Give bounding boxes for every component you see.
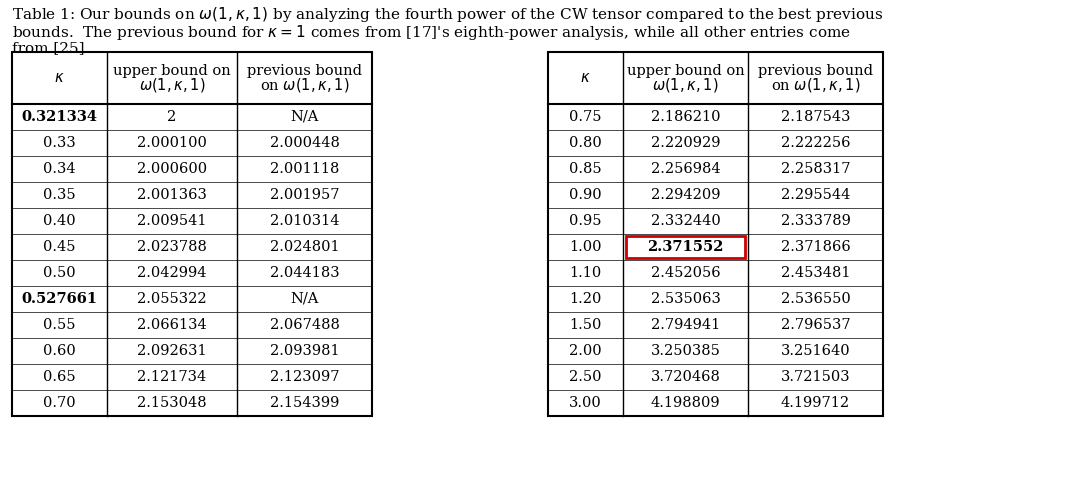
Text: 2.187543: 2.187543: [781, 110, 850, 124]
Text: 1.10: 1.10: [569, 266, 602, 280]
Bar: [548, 52, 883, 416]
Text: 0.33: 0.33: [43, 136, 76, 150]
Text: 2.453481: 2.453481: [781, 266, 850, 280]
Text: 0.321334: 0.321334: [22, 110, 97, 124]
Text: 2.50: 2.50: [569, 370, 602, 384]
Text: 0.55: 0.55: [43, 318, 76, 332]
Text: 2.042994: 2.042994: [137, 266, 206, 280]
Text: $\omega(1,\kappa,1)$: $\omega(1,\kappa,1)$: [652, 76, 719, 94]
Text: 2.295544: 2.295544: [781, 188, 850, 202]
Text: from [25].: from [25].: [12, 41, 90, 55]
Text: 2.371866: 2.371866: [781, 240, 850, 254]
Text: 2.121734: 2.121734: [137, 370, 206, 384]
Text: previous bound: previous bound: [247, 64, 362, 78]
Text: previous bound: previous bound: [758, 64, 873, 78]
Text: 2.535063: 2.535063: [650, 292, 720, 306]
Text: 0.85: 0.85: [569, 162, 602, 176]
Text: 0.50: 0.50: [43, 266, 76, 280]
Text: $\omega(1,\kappa,1)$: $\omega(1,\kappa,1)$: [138, 76, 205, 94]
Text: 2.092631: 2.092631: [137, 344, 206, 358]
Text: 2.093981: 2.093981: [270, 344, 339, 358]
Text: 2.256984: 2.256984: [650, 162, 720, 176]
Text: 2.294209: 2.294209: [651, 188, 720, 202]
Text: 2.067488: 2.067488: [270, 318, 339, 332]
Text: 4.199712: 4.199712: [781, 396, 850, 410]
Text: 2.066134: 2.066134: [137, 318, 207, 332]
Text: 2.001118: 2.001118: [270, 162, 339, 176]
Text: 2.010314: 2.010314: [270, 214, 339, 228]
Text: 0.75: 0.75: [569, 110, 602, 124]
Text: 3.720468: 3.720468: [650, 370, 720, 384]
Text: 0.80: 0.80: [569, 136, 602, 150]
Text: 2.001957: 2.001957: [270, 188, 339, 202]
Text: 2.000100: 2.000100: [137, 136, 207, 150]
Text: 2.536550: 2.536550: [781, 292, 850, 306]
Text: upper bound on: upper bound on: [113, 64, 231, 78]
Text: N/A: N/A: [291, 110, 319, 124]
Text: 2.222256: 2.222256: [781, 136, 850, 150]
Text: 3.721503: 3.721503: [781, 370, 850, 384]
Text: 4.198809: 4.198809: [650, 396, 720, 410]
Text: 2.00: 2.00: [569, 344, 602, 358]
Text: $\kappa$: $\kappa$: [580, 71, 591, 85]
Text: 2.186210: 2.186210: [651, 110, 720, 124]
Text: 0.65: 0.65: [43, 370, 76, 384]
Text: 2.371552: 2.371552: [647, 240, 724, 254]
Text: on $\omega(1,\kappa,1)$: on $\omega(1,\kappa,1)$: [771, 76, 861, 94]
Text: 2.332440: 2.332440: [650, 214, 720, 228]
Text: 2.044183: 2.044183: [270, 266, 339, 280]
Bar: [12, 52, 372, 416]
Text: 2.333789: 2.333789: [781, 214, 850, 228]
Text: 0.70: 0.70: [43, 396, 76, 410]
Text: on $\omega(1,\kappa,1)$: on $\omega(1,\kappa,1)$: [260, 76, 349, 94]
Text: 2.023788: 2.023788: [137, 240, 207, 254]
Text: 2.153048: 2.153048: [137, 396, 206, 410]
Text: 2.000600: 2.000600: [137, 162, 207, 176]
Text: 0.90: 0.90: [569, 188, 602, 202]
Text: 0.34: 0.34: [43, 162, 76, 176]
Text: 2.794941: 2.794941: [651, 318, 720, 332]
Text: 0.40: 0.40: [43, 214, 76, 228]
Text: 2.796537: 2.796537: [781, 318, 850, 332]
Text: 2.000448: 2.000448: [270, 136, 339, 150]
Text: 0.45: 0.45: [43, 240, 76, 254]
Text: 2.055322: 2.055322: [137, 292, 206, 306]
Text: 1.20: 1.20: [569, 292, 602, 306]
Bar: [626, 236, 745, 258]
Text: 0.527661: 0.527661: [22, 292, 97, 306]
Text: 2.258317: 2.258317: [781, 162, 850, 176]
Text: 2.123097: 2.123097: [270, 370, 339, 384]
Text: upper bound on: upper bound on: [626, 64, 744, 78]
Text: 0.60: 0.60: [43, 344, 76, 358]
Text: 2.001363: 2.001363: [137, 188, 207, 202]
Text: 3.251640: 3.251640: [781, 344, 850, 358]
Text: bounds.  The previous bound for $\kappa = 1$ comes from [17]'s eighth-power anal: bounds. The previous bound for $\kappa =…: [12, 23, 851, 42]
Text: 2.220929: 2.220929: [651, 136, 720, 150]
Text: N/A: N/A: [291, 292, 319, 306]
Text: 0.35: 0.35: [43, 188, 76, 202]
Text: 2.452056: 2.452056: [650, 266, 720, 280]
Text: 2.154399: 2.154399: [270, 396, 339, 410]
Text: 3.250385: 3.250385: [650, 344, 720, 358]
Text: 2: 2: [167, 110, 177, 124]
Text: 2.024801: 2.024801: [270, 240, 339, 254]
Text: 1.00: 1.00: [569, 240, 602, 254]
Text: 1.50: 1.50: [569, 318, 602, 332]
Text: 2.009541: 2.009541: [137, 214, 206, 228]
Text: 3.00: 3.00: [569, 396, 602, 410]
Text: $\kappa$: $\kappa$: [54, 71, 65, 85]
Text: Table 1: Our bounds on $\omega(1,\kappa,1)$ by analyzing the fourth power of the: Table 1: Our bounds on $\omega(1,\kappa,…: [12, 5, 883, 24]
Text: 0.95: 0.95: [569, 214, 602, 228]
